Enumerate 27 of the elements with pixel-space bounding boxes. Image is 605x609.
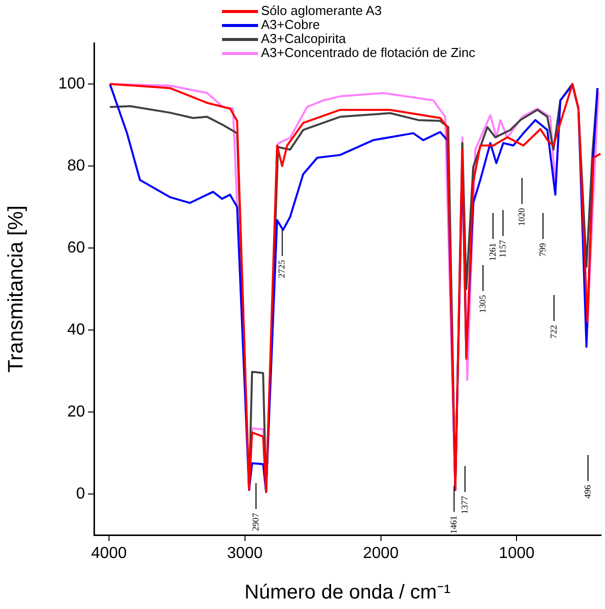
x-tick-label: 2000 — [363, 545, 399, 562]
annotation: 496 — [582, 484, 592, 498]
x-tick-label: 3000 — [227, 545, 263, 562]
legend-label: A3+Concentrado de flotación de Zinc — [261, 45, 476, 60]
annotation: 1461 — [448, 516, 458, 534]
y-tick-label: 80 — [67, 157, 86, 174]
annotation: 2907 — [250, 512, 260, 531]
annotation: 1261 — [487, 243, 498, 261]
y-tick-label: 0 — [76, 485, 86, 502]
annotation: 1157 — [497, 240, 508, 258]
y-tick-label: 20 — [67, 403, 86, 420]
annotation: 1377 — [459, 496, 470, 514]
annotation: 1305 — [477, 294, 488, 313]
y-axis-title: Transmitancia [%] — [4, 205, 28, 373]
annotation: 799 — [537, 242, 548, 256]
annotation: 722 — [548, 325, 558, 338]
x-tick-label: 4000 — [91, 545, 127, 562]
y-tick-label: 60 — [67, 239, 86, 256]
annotation: 1020 — [516, 208, 526, 226]
legend-label: Sólo aglomerante A3 — [261, 3, 382, 18]
legend-label: A3+Cobre — [261, 17, 320, 32]
x-axis-title: Número de onda / cm⁻¹ — [244, 582, 451, 604]
y-tick-label: 100 — [58, 75, 86, 92]
y-tick-label: 40 — [67, 321, 86, 338]
annotation: 2725 — [276, 259, 287, 278]
legend-label: A3+Calcopirita — [261, 31, 346, 46]
x-tick-label: 1000 — [498, 545, 535, 562]
